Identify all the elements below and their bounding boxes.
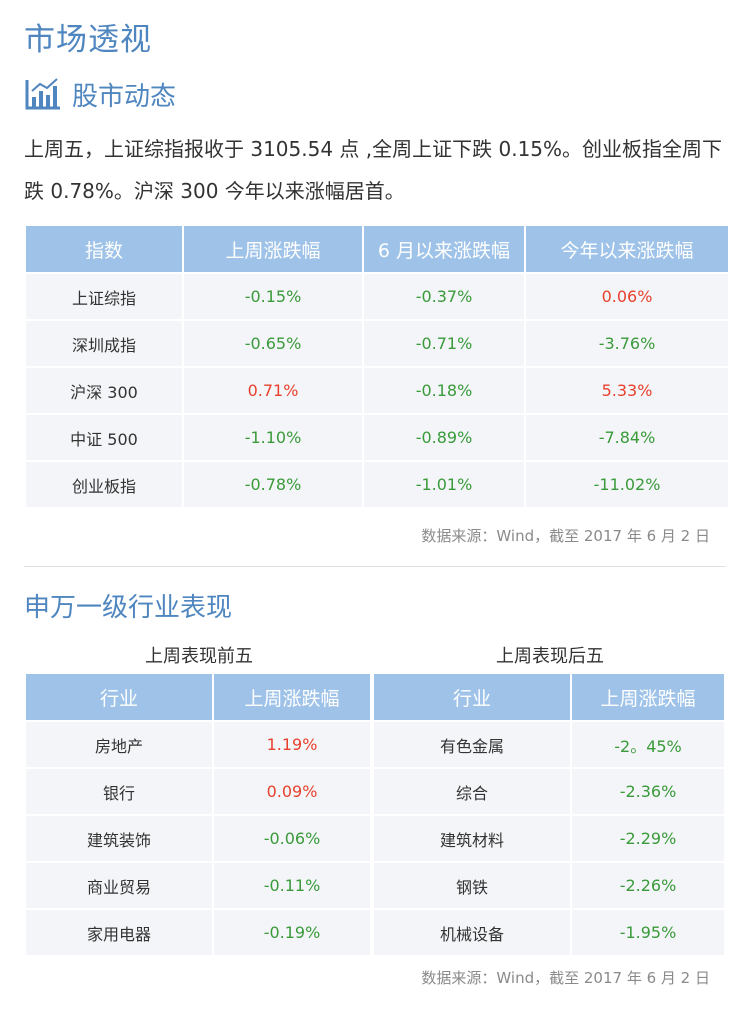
table-row: 创业板指 -0.78% -1.01% -11.02%	[26, 462, 728, 507]
june-change: -1.01%	[364, 462, 524, 507]
ytd-change: 0.06%	[526, 274, 728, 319]
june-change: -0.18%	[364, 368, 524, 413]
industry-name: 有色金属	[374, 722, 570, 767]
week-change: -0.78%	[184, 462, 362, 507]
industry-name: 家用电器	[26, 910, 212, 955]
table-row: 综合 -2.36%	[374, 769, 724, 814]
table-row: 有色金属 -2。45%	[374, 722, 724, 767]
top5-table-header: 行业 上周涨跌幅	[26, 674, 370, 720]
industry-change: -2。45%	[572, 722, 724, 767]
column-header: 今年以来涨跌幅	[526, 226, 728, 272]
industry-section-title: 申万一级行业表现	[24, 593, 233, 623]
industry-name: 综合	[374, 769, 570, 814]
june-change: -0.89%	[364, 415, 524, 460]
table-row: 建筑装饰 -0.06%	[26, 816, 370, 861]
industry-name: 建筑装饰	[26, 816, 212, 861]
market-summary: 上周五，上证综指报收于 3105.54 点 ,全周上证下跌 0.15%。创业板指…	[24, 137, 723, 203]
industry-change: -0.06%	[214, 816, 370, 861]
industry-change: -2.29%	[572, 816, 724, 861]
table-row: 房地产 1.19%	[26, 722, 370, 767]
table-row: 家用电器 -0.19%	[26, 910, 370, 955]
column-header: 行业	[374, 674, 570, 720]
june-change: -0.37%	[364, 274, 524, 319]
stock-section-title: 股市动态	[72, 81, 177, 112]
index-name: 沪深 300	[26, 368, 182, 413]
ytd-change: -7.84%	[526, 415, 728, 460]
data-source-note: 数据来源：Wind，截至 2017 年 6 月 2 日	[421, 527, 710, 545]
bottom5-table-header: 行业 上周涨跌幅	[374, 674, 724, 720]
index-table: 指数 上周涨跌幅 6 月以来涨跌幅 今年以来涨跌幅 上证综指 -0.15% -0…	[24, 224, 730, 509]
index-name: 上证综指	[26, 274, 182, 319]
industry-change: -2.36%	[572, 769, 724, 814]
table-row: 商业贸易 -0.11%	[26, 863, 370, 908]
week-change: -0.15%	[184, 274, 362, 319]
column-header: 上周涨跌幅	[214, 674, 370, 720]
industry-change: 1.19%	[214, 722, 370, 767]
page-title: 市场透视	[24, 22, 152, 58]
index-name: 创业板指	[26, 462, 182, 507]
industry-name: 银行	[26, 769, 212, 814]
industry-change: -1.95%	[572, 910, 724, 955]
table-row: 钢铁 -2.26%	[374, 863, 724, 908]
column-header: 上周涨跌幅	[572, 674, 724, 720]
week-change: -1.10%	[184, 415, 362, 460]
table-row: 中证 500 -1.10% -0.89% -7.84%	[26, 415, 728, 460]
ytd-change: -3.76%	[526, 321, 728, 366]
column-header: 上周涨跌幅	[184, 226, 362, 272]
table-row: 银行 0.09%	[26, 769, 370, 814]
bottom5-caption: 上周表现后五	[496, 646, 604, 667]
industry-name: 机械设备	[374, 910, 570, 955]
table-row: 机械设备 -1.95%	[374, 910, 724, 955]
stock-section-heading: 股市动态	[24, 74, 176, 114]
data-source-note: 数据来源：Wind，截至 2017 年 6 月 2 日	[421, 969, 710, 987]
table-row: 深圳成指 -0.65% -0.71% -3.76%	[26, 321, 728, 366]
industry-change: -0.11%	[214, 863, 370, 908]
industry-name: 建筑材料	[374, 816, 570, 861]
top5-industry-table: 行业 上周涨跌幅 房地产 1.19% 银行 0.09% 建筑装饰 -0.06% …	[24, 672, 372, 957]
industry-name: 房地产	[26, 722, 212, 767]
bottom5-industry-table: 行业 上周涨跌幅 有色金属 -2。45% 综合 -2.36% 建筑材料 -2.2…	[372, 672, 726, 957]
index-name: 深圳成指	[26, 321, 182, 366]
table-row: 上证综指 -0.15% -0.37% 0.06%	[26, 274, 728, 319]
table-row: 建筑材料 -2.29%	[374, 816, 724, 861]
column-header: 6 月以来涨跌幅	[364, 226, 524, 272]
index-name: 中证 500	[26, 415, 182, 460]
june-change: -0.71%	[364, 321, 524, 366]
week-change: 0.71%	[184, 368, 362, 413]
column-header: 指数	[26, 226, 182, 272]
industry-change: -2.26%	[572, 863, 724, 908]
ytd-change: 5.33%	[526, 368, 728, 413]
industry-name: 钢铁	[374, 863, 570, 908]
section-divider	[24, 566, 726, 567]
ytd-change: -11.02%	[526, 462, 728, 507]
bar-chart-icon	[24, 77, 62, 111]
week-change: -0.65%	[184, 321, 362, 366]
column-header: 行业	[26, 674, 212, 720]
index-table-header: 指数 上周涨跌幅 6 月以来涨跌幅 今年以来涨跌幅	[26, 226, 728, 272]
table-row: 沪深 300 0.71% -0.18% 5.33%	[26, 368, 728, 413]
top5-caption: 上周表现前五	[145, 646, 253, 667]
industry-name: 商业贸易	[26, 863, 212, 908]
industry-change: -0.19%	[214, 910, 370, 955]
industry-change: 0.09%	[214, 769, 370, 814]
